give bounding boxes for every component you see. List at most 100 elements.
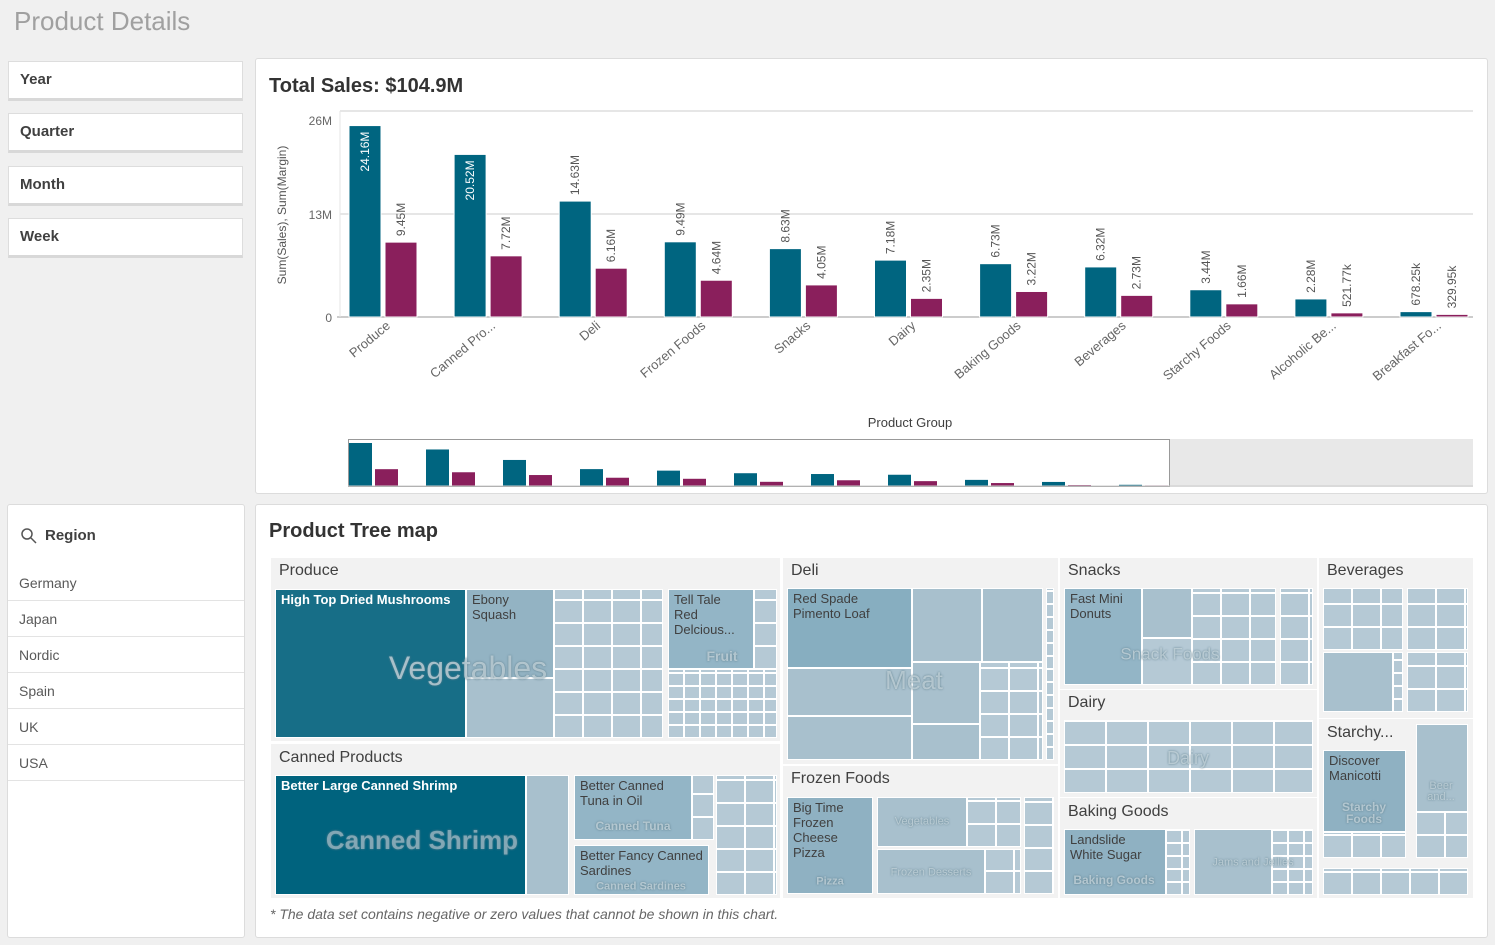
- tile[interactable]: [787, 716, 912, 760]
- tile-cells[interactable]: [1280, 588, 1313, 685]
- region-item-spain[interactable]: Spain: [8, 673, 244, 709]
- x-tick-label: Deli: [576, 318, 603, 344]
- tile[interactable]: [787, 668, 912, 716]
- tile[interactable]: [1194, 829, 1272, 895]
- x-tick-label: Starchy Foods: [1160, 317, 1234, 383]
- tile-better-fancy-canned-sardines[interactable]: Better Fancy Canned Sardines: [574, 845, 709, 895]
- tile[interactable]: [877, 849, 985, 894]
- group-label: Beverages: [1327, 562, 1404, 579]
- x-tick-label: Alcoholic Be...: [1266, 318, 1339, 382]
- bar-value-label: 7.18M: [884, 221, 898, 254]
- tile-cells[interactable]: [1166, 829, 1190, 895]
- bar-value-label: 2.28M: [1304, 260, 1318, 293]
- mini-bar: [657, 470, 680, 486]
- x-tick-label: Beverages: [1071, 317, 1129, 369]
- tile-red-spade-pimento-loaf[interactable]: Red Spade Pimento Loaf: [787, 588, 912, 668]
- page-title: Product Details: [14, 6, 191, 36]
- bar-sales: [348, 125, 382, 318]
- y-tick-label: 13M: [309, 208, 332, 222]
- bar-value-label: 3.44M: [1199, 250, 1213, 283]
- tile-high-top-dried-mushrooms[interactable]: High Top Dried Mushrooms: [275, 589, 466, 738]
- bar-sales: [1399, 311, 1433, 318]
- mini-bar: [837, 480, 860, 486]
- tile-cells[interactable]: [668, 669, 777, 738]
- tile-cells[interactable]: [1024, 797, 1054, 894]
- bar-margin: [910, 297, 943, 318]
- tile-cells[interactable]: [967, 797, 1021, 847]
- y-axis-title: Sum(Sales), Sum(Margin): [275, 146, 289, 285]
- bar-value-label: 14.63M: [568, 155, 582, 195]
- tile-discover-manicotti[interactable]: Discover Manicotti: [1323, 750, 1406, 832]
- tile[interactable]: [912, 662, 980, 724]
- bar-value-label: 9.49M: [673, 202, 687, 235]
- filter-year[interactable]: Year: [8, 61, 243, 101]
- bar-value-label: 8.63M: [778, 209, 792, 242]
- region-item-uk[interactable]: UK: [8, 709, 244, 745]
- region-item-japan[interactable]: Japan: [8, 601, 244, 637]
- x-tick-label: Produce: [346, 318, 393, 361]
- mini-bar: [888, 474, 911, 486]
- tile[interactable]: [912, 588, 982, 662]
- tile-ebony-squash[interactable]: Ebony Squash: [466, 589, 554, 678]
- tile-cells[interactable]: [754, 589, 777, 669]
- x-axis-title: Product Group: [868, 415, 953, 430]
- tile-cells[interactable]: [692, 775, 714, 840]
- region-item-germany[interactable]: Germany: [8, 565, 244, 601]
- tile-cells[interactable]: [554, 589, 663, 738]
- tile-better-large-canned-shrimp[interactable]: Better Large Canned Shrimp: [275, 775, 526, 895]
- tile[interactable]: [1323, 652, 1393, 712]
- bar-value-label: 6.32M: [1094, 228, 1108, 261]
- bar-sales: [874, 259, 907, 318]
- tile[interactable]: [1416, 724, 1468, 812]
- group-label: Baking Goods: [1068, 803, 1169, 820]
- filter-month[interactable]: Month: [8, 166, 243, 206]
- bar-margin: [1120, 294, 1154, 318]
- bar-sales: [979, 263, 1013, 318]
- tile-cells[interactable]: [1323, 588, 1403, 650]
- filter-week[interactable]: Week: [8, 218, 243, 258]
- mini-bar: [1119, 484, 1142, 486]
- x-tick-label: Baking Goods: [951, 317, 1024, 381]
- tile-tell-tale[interactable]: Tell Tale Red Delcious...: [668, 589, 754, 669]
- tile-cells[interactable]: [980, 662, 1043, 760]
- bar-sales: [558, 200, 592, 318]
- tile-cells[interactable]: [1192, 588, 1276, 685]
- tile-cells[interactable]: [1272, 829, 1313, 895]
- x-tick-label: Dairy: [886, 317, 919, 348]
- tile-cells[interactable]: [1323, 832, 1406, 858]
- tile-cells[interactable]: [1407, 588, 1468, 650]
- search-icon[interactable]: [20, 527, 38, 545]
- tile[interactable]: [1142, 638, 1192, 685]
- bar-value-label: 24.16M: [358, 132, 372, 172]
- tile-better-canned-tuna[interactable]: Better Canned Tuna in Oil: [574, 775, 692, 840]
- region-item-nordic[interactable]: Nordic: [8, 637, 244, 673]
- tile-cells[interactable]: [1323, 868, 1468, 895]
- bar-value-label: 4.64M: [709, 241, 723, 274]
- filter-quarter[interactable]: Quarter: [8, 113, 243, 153]
- bar-margin: [1435, 313, 1469, 318]
- mini-bar: [914, 481, 937, 486]
- tile-cells[interactable]: [1046, 588, 1054, 760]
- tile-fast-mini-donuts[interactable]: Fast Mini Donuts: [1064, 588, 1142, 685]
- tile[interactable]: [982, 588, 1043, 662]
- tile[interactable]: [526, 775, 569, 895]
- bar-margin: [1225, 303, 1259, 318]
- tile-big-time-frozen-cheese-pizza[interactable]: Big Time Frozen Cheese Pizza: [787, 797, 873, 894]
- tile-cells[interactable]: [716, 775, 777, 895]
- y-tick-label: 0: [325, 311, 332, 325]
- group-label: Deli: [791, 562, 819, 579]
- tile-landslide-white-sugar[interactable]: Landslide White Sugar: [1064, 829, 1166, 895]
- mini-bar: [811, 474, 834, 486]
- tile-cells[interactable]: [1416, 812, 1468, 858]
- tile[interactable]: [877, 797, 967, 847]
- tile-cells[interactable]: [1064, 720, 1313, 793]
- tile-cells[interactable]: [985, 849, 1021, 894]
- tile[interactable]: [1142, 588, 1192, 638]
- tile[interactable]: [912, 724, 980, 760]
- bar-chart[interactable]: 0 13M 26M Sum(Sales), Sum(Margin) Product Gr…: [0, 0, 1495, 500]
- region-item-usa[interactable]: USA: [8, 745, 244, 781]
- tile-cells[interactable]: [1393, 652, 1403, 712]
- tile[interactable]: [466, 678, 554, 738]
- group-label: Canned Products: [279, 749, 403, 766]
- tile-cells[interactable]: [1407, 652, 1468, 712]
